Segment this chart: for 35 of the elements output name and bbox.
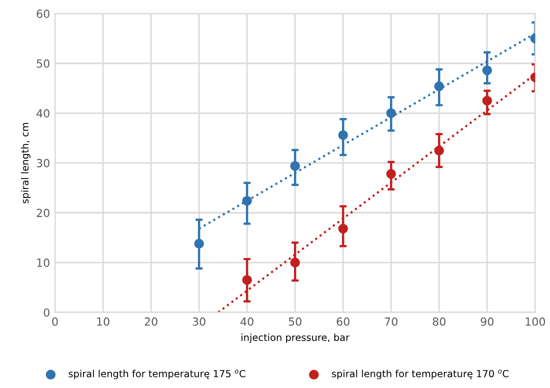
x-tick-label: 90 [480,317,494,326]
legend-label: spiral length for temperaturę 170 $^{o}$C [332,370,508,380]
y-tick-label: 50 [36,59,50,68]
point [434,81,444,92]
x-tick-label: 60 [336,317,350,326]
y-tick-label: 0 [44,308,50,317]
x-tick-label: 50 [288,317,302,326]
point [434,146,444,156]
point [290,258,300,268]
y-tick-label: 30 [36,158,50,168]
point [242,196,252,206]
point [338,130,348,140]
x-tick-label: 100 [526,317,546,326]
point [290,161,300,171]
point [194,238,204,248]
x-tick-label: 40 [240,317,254,326]
point [242,275,252,285]
x-axis-title: injection pressure, bar [242,334,350,343]
x-tick-label: 0 [52,317,58,326]
point [482,96,492,106]
x-tick-label: 10 [97,317,110,326]
x-tick-label: 30 [192,317,206,326]
y-tick-label: 40 [36,109,50,118]
y-tick-label: 20 [36,208,50,218]
point [482,65,492,76]
x-tick-label: 20 [144,317,158,326]
y-tick-label: 60 [36,10,50,18]
point [386,108,396,118]
y-tick-label: 10 [37,258,50,267]
x-tick-label: 80 [432,317,446,326]
point [386,169,396,179]
legend-label: spiral length for temperaturę 175 $^{o}$C [68,370,246,380]
y-axis-title: spiral length, cm [21,122,30,204]
x-tick-label: 70 [384,317,398,326]
point [338,224,348,234]
